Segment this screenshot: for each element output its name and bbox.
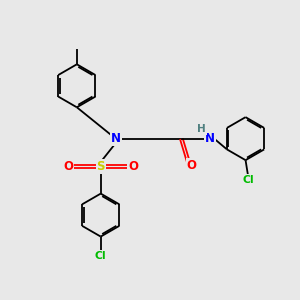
- Text: O: O: [128, 160, 138, 173]
- Text: N: N: [205, 132, 215, 145]
- Text: H: H: [197, 124, 206, 134]
- Text: O: O: [187, 159, 197, 172]
- Text: O: O: [64, 160, 74, 173]
- Text: Cl: Cl: [95, 251, 106, 261]
- Text: S: S: [97, 160, 105, 173]
- Text: N: N: [111, 132, 121, 145]
- Text: Cl: Cl: [242, 175, 254, 184]
